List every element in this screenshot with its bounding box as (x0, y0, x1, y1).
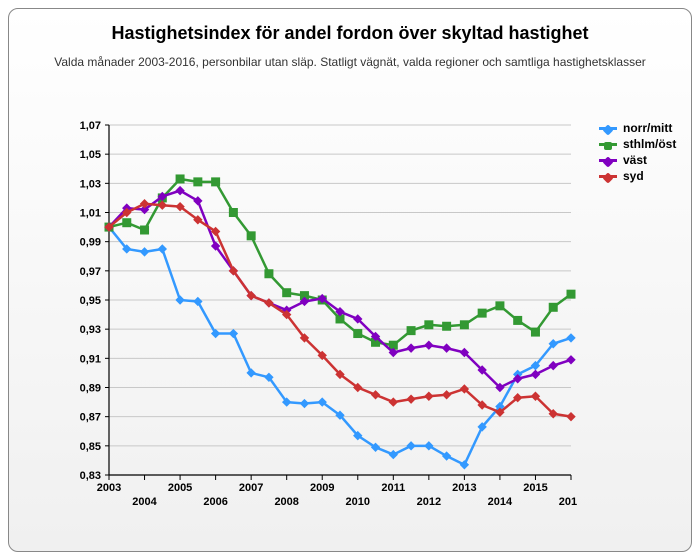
svg-text:1,07: 1,07 (80, 120, 101, 132)
svg-text:0,93: 0,93 (80, 324, 101, 336)
legend-label: syd (623, 169, 644, 183)
svg-text:2016: 2016 (559, 496, 577, 508)
svg-text:2005: 2005 (168, 482, 192, 494)
svg-text:2011: 2011 (381, 482, 405, 494)
svg-text:2009: 2009 (310, 482, 334, 494)
svg-text:0,89: 0,89 (80, 383, 101, 395)
svg-text:0,87: 0,87 (80, 412, 101, 424)
chart-title: Hastighetsindex för andel fordon över sk… (9, 23, 691, 44)
svg-text:0,83: 0,83 (80, 470, 101, 482)
svg-text:0,91: 0,91 (80, 353, 101, 365)
svg-text:0,85: 0,85 (80, 441, 101, 453)
svg-text:2006: 2006 (203, 496, 227, 508)
svg-text:1,03: 1,03 (80, 178, 101, 190)
legend-item: syd (599, 169, 676, 183)
svg-text:2008: 2008 (274, 496, 298, 508)
legend-swatch (599, 127, 617, 130)
svg-text:2015: 2015 (523, 482, 547, 494)
chart-panel: Hastighetsindex för andel fordon över sk… (8, 8, 692, 552)
legend-swatch (599, 159, 617, 162)
chart-subtitle: Valda månader 2003-2016, personbilar uta… (49, 55, 651, 69)
svg-text:2013: 2013 (452, 482, 476, 494)
svg-text:0,99: 0,99 (80, 237, 101, 249)
svg-text:2012: 2012 (417, 496, 441, 508)
legend-item: väst (599, 153, 676, 167)
legend-item: sthlm/öst (599, 137, 676, 151)
legend-item: norr/mitt (599, 121, 676, 135)
legend: norr/mitt sthlm/öst väst syd (599, 121, 676, 185)
legend-swatch (599, 175, 617, 178)
svg-text:2007: 2007 (239, 482, 263, 494)
svg-text:1,05: 1,05 (80, 149, 101, 161)
legend-swatch (599, 143, 617, 146)
svg-text:2003: 2003 (97, 482, 121, 494)
plot-area: 0,83 0,85 0,87 0,89 0,91 0,93 0,95 0,97 0,99 1,01… (67, 119, 577, 519)
svg-text:1,01: 1,01 (80, 208, 101, 220)
svg-text:2004: 2004 (132, 496, 157, 508)
svg-text:2010: 2010 (346, 496, 370, 508)
svg-text:0,95: 0,95 (80, 295, 101, 307)
chart-container: Hastighetsindex för andel fordon över sk… (0, 0, 700, 560)
svg-text:2014: 2014 (488, 496, 513, 508)
legend-label: norr/mitt (623, 121, 672, 135)
legend-label: väst (623, 153, 647, 167)
svg-text:0,97: 0,97 (80, 266, 101, 278)
legend-label: sthlm/öst (623, 137, 676, 151)
plot-svg: 0,83 0,85 0,87 0,89 0,91 0,93 0,95 0,97 0,99 1,01… (67, 119, 577, 519)
